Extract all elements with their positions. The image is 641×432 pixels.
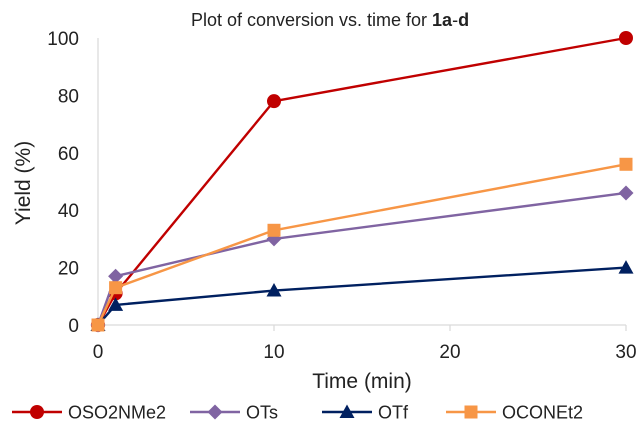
x-tick-label: 30 [615,342,636,363]
data-point-oso2nme2 [619,31,633,45]
y-tick-label: 100 [47,29,79,50]
data-point-oconet2 [109,281,123,295]
y-tick-label: 20 [58,259,79,280]
legend-label-otf: OTf [378,403,409,423]
legend-marker-otf [339,404,355,418]
legend: OSO2NMe2 OTs OTf OCONEt2 [12,403,583,423]
data-point-oconet2 [91,318,105,332]
y-axis-title: Yield (%) [12,141,35,225]
chart-title-compound-a: 1a [432,10,453,30]
series-otf [90,260,634,331]
legend-label-oso2nme2: OSO2NMe2 [68,403,166,423]
data-point-oso2nme2 [267,94,281,109]
y-tick-label: 40 [58,201,79,222]
series-oconet2 [91,157,633,332]
legend-marker-ots [207,404,223,420]
chart-title-dash: - [452,10,458,30]
legend-item-ots: OTs [190,403,278,423]
legend-item-otf: OTf [322,403,409,423]
chart-title-prefix: Plot of conversion vs. time for [191,10,432,30]
series-line-oconet2 [96,163,627,326]
legend-item-oso2nme2: OSO2NMe2 [12,403,166,423]
legend-label-ots: OTs [246,403,278,423]
data-point-oconet2 [267,223,281,237]
series-line-ots [96,191,627,326]
axes: 0 10 20 30 0 20 40 60 80 100 [47,29,636,363]
data-point-otf [618,260,634,274]
legend-marker-oconet2 [464,405,478,419]
x-tick-label: 20 [439,342,460,363]
y-tick-label: 80 [58,86,79,107]
y-tick-label: 60 [58,144,79,165]
data-point-otf [266,283,282,297]
x-axis-title: Time (min) [312,370,412,393]
series-line-otf [97,266,627,326]
data-point-otf [108,297,124,311]
series-oso2nme2 [91,31,633,332]
data-point-oconet2 [619,157,633,171]
legend-marker-oso2nme2 [30,405,44,419]
chart-title: Plot of conversion vs. time for 1a-d [191,10,469,30]
x-tick-label: 0 [93,342,104,363]
chart-title-compound-d: d [458,10,469,30]
series-layer [90,31,634,333]
legend-item-oconet2: OCONEt2 [446,403,583,423]
data-point-ots [618,185,634,201]
y-tick-label: 0 [68,316,79,337]
series-ots [90,185,634,333]
legend-label-oconet2: OCONEt2 [502,403,583,423]
data-point-ots [108,268,124,284]
series-line-oso2nme2 [96,36,627,326]
x-tick-label: 10 [263,342,284,363]
